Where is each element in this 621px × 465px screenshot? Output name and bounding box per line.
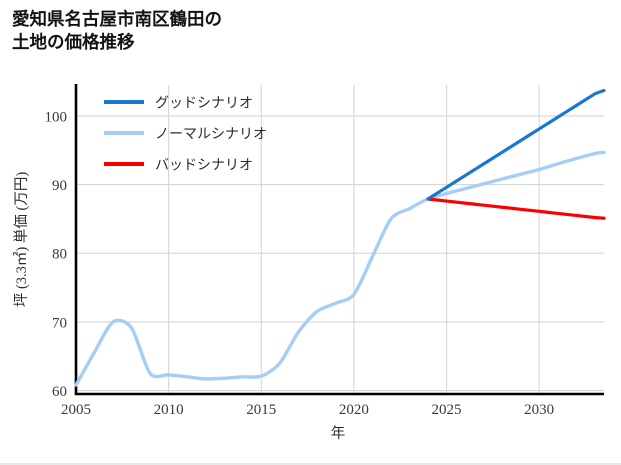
page-title: 愛知県名古屋市南区鶴田の 土地の価格推移 [12, 9, 222, 53]
legend-label-good: グッドシナリオ [155, 96, 253, 112]
series-line-normal [74, 150, 606, 387]
y-tick-label: 60 [52, 384, 67, 400]
series-line-bad [426, 197, 606, 220]
x-tick-label: 2020 [339, 402, 369, 418]
y-axis-tick-labels: 60 70 80 90 100 [45, 109, 68, 400]
y-tick-label: 70 [52, 315, 67, 331]
bottom-divider [0, 463, 621, 465]
y-tick-label: 80 [52, 247, 67, 263]
x-axis-tick-labels: 2005 2010 2015 2020 2025 2030 [61, 402, 554, 418]
legend-label-normal: ノーマルシナリオ [155, 128, 267, 143]
x-tick-label: 2005 [61, 402, 91, 418]
y-tick-label: 90 [52, 178, 67, 194]
y-axis-title: 坪 (3.3㎡) 単価 (万円) [13, 172, 30, 307]
axis-spines [74, 84, 604, 396]
x-axis-title: 年 [331, 425, 346, 442]
y-tick-label: 100 [45, 109, 68, 125]
axis-titles: 年 坪 (3.3㎡) 単価 (万円) [13, 172, 345, 442]
x-tick-label: 2015 [246, 402, 276, 418]
x-tick-label: 2025 [432, 402, 462, 418]
legend-label-bad: バッドシナリオ [155, 159, 253, 174]
x-tick-label: 2010 [154, 402, 184, 418]
series-line-good [426, 88, 606, 201]
x-tick-label: 2030 [524, 402, 554, 418]
data-series [74, 88, 606, 387]
